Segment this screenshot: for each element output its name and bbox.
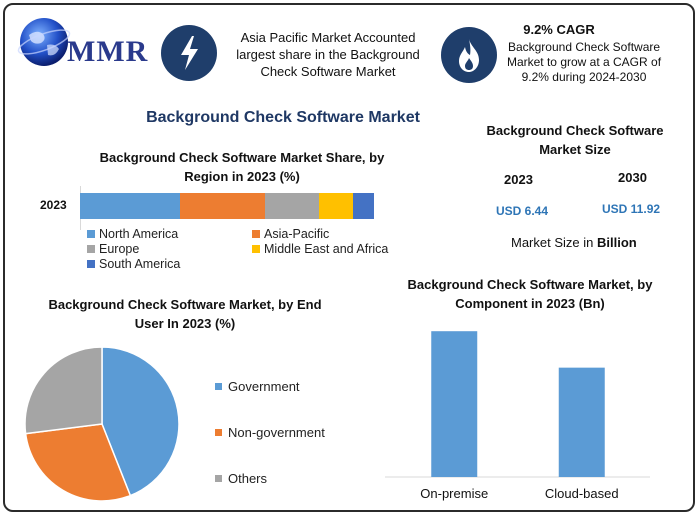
component-bar-on-premise: [431, 331, 478, 477]
legend-item-asia-pacific: Asia-Pacific: [252, 227, 417, 241]
legend-label: South America: [99, 257, 181, 271]
market-size-value-2023: USD 6.44: [496, 204, 549, 218]
cagr-text: Background Check Software Market to grow…: [506, 40, 662, 84]
region-stacked-bar: [80, 193, 374, 219]
legend-swatch: [215, 474, 222, 482]
legend-swatch: [252, 245, 260, 253]
legend-label: North America: [99, 227, 179, 241]
component-chart-title: Background Check Software Market, by Com…: [407, 277, 653, 311]
region-segment-south-america: [352, 193, 374, 219]
legend-label: Middle East and Africa: [264, 242, 389, 256]
market-size-year-2023: 2023: [504, 172, 533, 187]
legend-label: Europe: [99, 242, 140, 256]
legend-label: Government: [228, 378, 300, 394]
legend-item-middle-east-and-africa: Middle East and Africa: [252, 242, 417, 256]
legend-swatch: [215, 382, 222, 390]
region-chart-title: Background Check Software Market Share, …: [99, 150, 385, 184]
flame-icon-badge: [441, 27, 497, 83]
flame-icon: [459, 39, 479, 72]
region-segment-asia-pacific: [180, 193, 265, 219]
legend-label: Asia-Pacific: [264, 227, 330, 241]
enduser-pie-chart: [24, 346, 180, 502]
market-size-value-2030: USD 11.92: [602, 202, 661, 216]
market-size-title: Background Check Software Market Size: [486, 123, 664, 157]
pie-legend-item-others: Others: [215, 455, 365, 501]
component-bar-chart: [385, 331, 650, 478]
component-category-labels: On-premise Cloud-based: [385, 486, 655, 506]
region-highlight-text: Asia Pacific Market Accounted largest sh…: [236, 30, 420, 79]
component-category-cloud-based: Cloud-based: [544, 486, 619, 501]
market-size-unit-prefix: Market Size in: [511, 235, 597, 250]
component-category-on-premise: On-premise: [420, 486, 489, 501]
component-bar-cloud-based: [558, 367, 605, 477]
legend-swatch: [87, 260, 95, 268]
market-size-unit-value: Billion: [596, 235, 637, 250]
cagr-title: 9.2% CAGR: [523, 22, 595, 37]
region-segment-north-america: [80, 193, 181, 219]
legend-item-north-america: North America: [87, 227, 252, 241]
legend-swatch: [215, 428, 222, 436]
legend-swatch: [87, 245, 95, 253]
pie-legend-item-government: Government: [215, 363, 365, 409]
legend-swatch: [87, 230, 95, 238]
pie-slice-government: [101, 346, 180, 497]
legend-label: Others: [228, 470, 268, 486]
region-segment-europe: [264, 193, 320, 219]
region-segment-middle-east-and-africa: [319, 193, 353, 219]
lightning-icon: [181, 36, 198, 70]
pie-slice-non-government: [24, 423, 132, 502]
market-size-year-2030: 2030: [618, 170, 647, 185]
pie-legend-item-non-government: Non-government: [215, 409, 365, 455]
market-size-unit: Market Size in Billion: [511, 235, 637, 250]
region-legend: North America Asia-Pacific Europe Middle Ea…: [87, 227, 417, 271]
enduser-legend: Government Non-government Others: [215, 363, 365, 501]
logo: MMR: [17, 13, 152, 73]
logo-text: MMR: [67, 35, 149, 68]
legend-item-europe: Europe: [87, 242, 252, 256]
lightning-icon-badge: [161, 25, 217, 81]
pie-slice-others: [24, 346, 103, 435]
legend-item-south-america: South America: [87, 257, 252, 271]
legend-swatch: [252, 230, 260, 238]
globe-icon: [17, 18, 71, 66]
enduser-chart-title: Background Check Software Market, by End…: [48, 297, 322, 331]
legend-label: Non-government: [228, 424, 325, 440]
main-title: Background Check Software Market: [146, 109, 420, 126]
region-category-label: 2023: [40, 198, 67, 212]
infographic-frame: MMR Asia Pacific Market Accounted larges…: [3, 3, 695, 512]
